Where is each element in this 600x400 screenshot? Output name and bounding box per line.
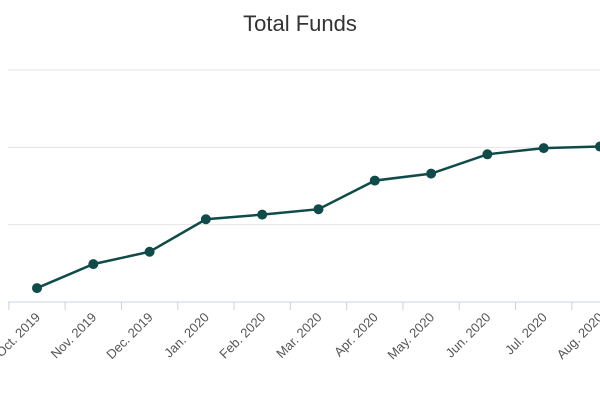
x-tick-label: Jun. 2020: [443, 310, 494, 361]
point: [538, 143, 549, 154]
point: [482, 149, 493, 160]
point: [426, 168, 437, 179]
line: [36, 145, 600, 290]
point: [88, 259, 99, 270]
x-tick-label: Apr. 2020: [331, 310, 381, 360]
point: [313, 204, 324, 215]
x-tick-label: Aug. 2020: [554, 310, 600, 363]
point: [257, 209, 268, 220]
point: [595, 141, 600, 152]
x-tick-label: Jul. 2020: [502, 310, 550, 358]
chart-title: Total Funds: [243, 11, 357, 36]
point: [369, 175, 380, 186]
x-tick-label: Dec. 2019: [103, 310, 156, 363]
x-tick-label: Feb. 2020: [216, 310, 268, 362]
x-tick-label: Jan. 2020: [161, 310, 212, 361]
x-tick-label: Oct. 2019: [0, 310, 43, 360]
x-tick-label: Nov. 2019: [48, 310, 100, 362]
point: [32, 283, 42, 294]
point: [200, 214, 211, 225]
x-tick-label: May. 2020: [384, 310, 437, 363]
x-tick-label: Mar. 2020: [273, 310, 324, 361]
point: [144, 246, 155, 257]
